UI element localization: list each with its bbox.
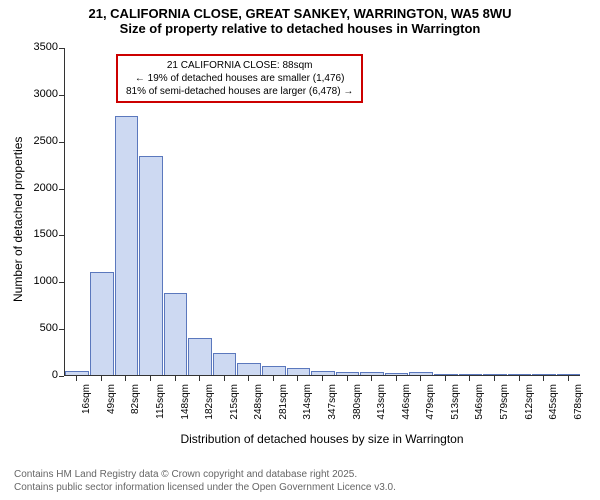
- ytick-label: 3000: [24, 88, 58, 100]
- xtick-label: 347sqm: [327, 384, 338, 434]
- callout-line-3: 81% of semi-detached houses are larger (…: [126, 85, 353, 98]
- histogram-bar: [508, 374, 532, 375]
- xtick-mark: [273, 376, 274, 381]
- xtick-mark: [199, 376, 200, 381]
- ytick-label: 2000: [24, 182, 58, 194]
- xtick-label: 248sqm: [253, 384, 264, 434]
- chart-container: 21, CALIFORNIA CLOSE, GREAT SANKEY, WARR…: [0, 0, 600, 500]
- histogram-bar: [557, 374, 581, 375]
- histogram-bar: [311, 371, 335, 375]
- histogram-bar: [385, 373, 409, 375]
- ytick-label: 3500: [24, 41, 58, 53]
- xtick-label: 612sqm: [524, 384, 535, 434]
- xtick-label: 148sqm: [180, 384, 191, 434]
- histogram-bar: [483, 374, 507, 375]
- xtick-mark: [297, 376, 298, 381]
- histogram-bar: [434, 374, 458, 375]
- xtick-label: 115sqm: [155, 384, 166, 434]
- histogram-bar: [360, 372, 384, 375]
- xtick-mark: [150, 376, 151, 381]
- xtick-mark: [445, 376, 446, 381]
- xtick-mark: [494, 376, 495, 381]
- xtick-label: 678sqm: [573, 384, 584, 434]
- x-axis-label: Distribution of detached houses by size …: [64, 432, 580, 446]
- xtick-label: 16sqm: [81, 384, 92, 434]
- callout-line-1: 21 CALIFORNIA CLOSE: 88sqm: [126, 59, 353, 72]
- xtick-label: 513sqm: [450, 384, 461, 434]
- histogram-bar: [188, 338, 212, 375]
- xtick-label: 49sqm: [106, 384, 117, 434]
- title-line-2: Size of property relative to detached ho…: [0, 21, 600, 36]
- ytick-label: 0: [24, 369, 58, 381]
- ytick-mark: [59, 189, 64, 190]
- footer-line-1: Contains HM Land Registry data © Crown c…: [14, 469, 357, 480]
- ytick-mark: [59, 235, 64, 236]
- ytick-mark: [59, 48, 64, 49]
- histogram-bar: [336, 372, 360, 375]
- xtick-label: 413sqm: [376, 384, 387, 434]
- xtick-mark: [347, 376, 348, 381]
- histogram-bar: [213, 353, 237, 375]
- xtick-label: 446sqm: [401, 384, 412, 434]
- ytick-label: 1000: [24, 275, 58, 287]
- histogram-bar: [262, 366, 286, 375]
- xtick-mark: [543, 376, 544, 381]
- histogram-bar: [65, 371, 89, 375]
- xtick-mark: [125, 376, 126, 381]
- histogram-bar: [115, 116, 139, 375]
- xtick-mark: [101, 376, 102, 381]
- footer-line-2: Contains public sector information licen…: [14, 482, 396, 493]
- ytick-label: 500: [24, 322, 58, 334]
- histogram-bar: [139, 156, 163, 375]
- callout-line-2: ← 19% of detached houses are smaller (1,…: [126, 72, 353, 85]
- ytick-mark: [59, 282, 64, 283]
- histogram-bar: [237, 363, 261, 375]
- ytick-mark: [59, 142, 64, 143]
- xtick-label: 215sqm: [229, 384, 240, 434]
- histogram-bar: [164, 293, 188, 375]
- ytick-label: 2500: [24, 135, 58, 147]
- xtick-label: 380sqm: [352, 384, 363, 434]
- title-line-1: 21, CALIFORNIA CLOSE, GREAT SANKEY, WARR…: [0, 6, 600, 21]
- xtick-mark: [420, 376, 421, 381]
- xtick-label: 182sqm: [204, 384, 215, 434]
- ytick-mark: [59, 376, 64, 377]
- xtick-label: 82sqm: [130, 384, 141, 434]
- xtick-mark: [76, 376, 77, 381]
- xtick-label: 645sqm: [548, 384, 559, 434]
- ytick-mark: [59, 329, 64, 330]
- xtick-label: 281sqm: [278, 384, 289, 434]
- ytick-mark: [59, 95, 64, 96]
- xtick-label: 479sqm: [425, 384, 436, 434]
- histogram-bar: [90, 272, 114, 375]
- xtick-mark: [371, 376, 372, 381]
- y-axis-label: Number of detached properties: [11, 122, 25, 302]
- xtick-mark: [568, 376, 569, 381]
- xtick-mark: [175, 376, 176, 381]
- xtick-mark: [519, 376, 520, 381]
- callout-box: 21 CALIFORNIA CLOSE: 88sqm ← 19% of deta…: [116, 54, 363, 103]
- chart-title: 21, CALIFORNIA CLOSE, GREAT SANKEY, WARR…: [0, 0, 600, 36]
- histogram-bar: [532, 374, 556, 375]
- xtick-mark: [224, 376, 225, 381]
- histogram-bar: [287, 368, 311, 375]
- histogram-bar: [409, 372, 433, 375]
- xtick-label: 546sqm: [474, 384, 485, 434]
- xtick-mark: [248, 376, 249, 381]
- xtick-label: 314sqm: [302, 384, 313, 434]
- xtick-mark: [322, 376, 323, 381]
- xtick-mark: [469, 376, 470, 381]
- xtick-mark: [396, 376, 397, 381]
- histogram-bar: [459, 374, 483, 375]
- ytick-label: 1500: [24, 228, 58, 240]
- xtick-label: 579sqm: [499, 384, 510, 434]
